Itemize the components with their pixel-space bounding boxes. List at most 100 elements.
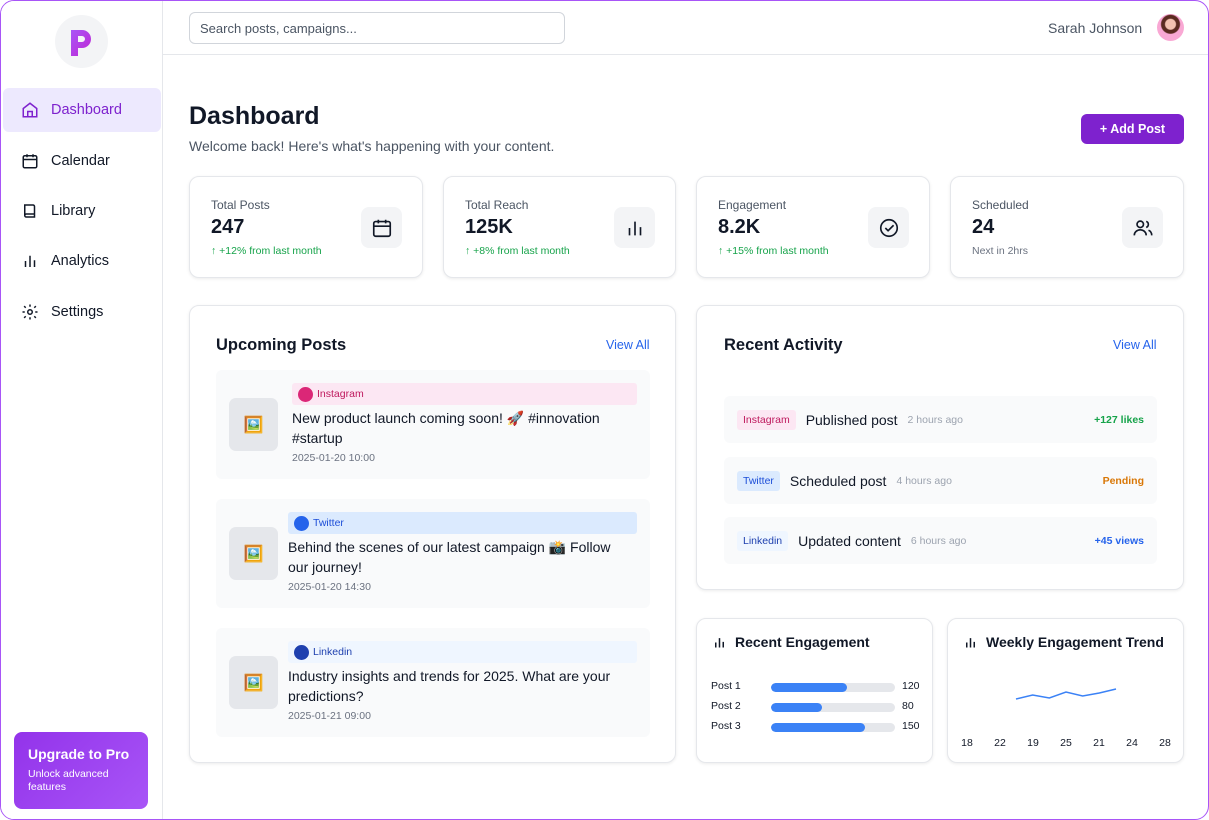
platform-tag: Instagram [292, 383, 637, 405]
top-bar: Sarah Johnson [163, 1, 1208, 55]
sidebar-item-library[interactable]: Library [3, 189, 161, 233]
platform-label: Linkedin [313, 646, 353, 658]
platform-badge: Instagram [737, 409, 796, 430]
bar-track [771, 723, 895, 732]
upgrade-card[interactable]: Upgrade to Pro Unlock advanced features [14, 732, 148, 809]
activity-time: 2 hours ago [907, 413, 963, 426]
x-tick-label: 28 [1159, 737, 1171, 749]
check-circle-icon [868, 207, 909, 248]
sidebar-item-label: Library [51, 203, 96, 219]
bar-chart-icon [715, 637, 724, 647]
bar-fill [771, 683, 847, 692]
bar-label: Post 2 [711, 700, 741, 712]
bar-chart-icon [614, 207, 655, 248]
sidebar-item-label: Analytics [51, 253, 110, 269]
app-logo[interactable] [55, 15, 108, 68]
sidebar-item-calendar[interactable]: Calendar [3, 139, 161, 183]
sidebar-item-label: Settings [51, 304, 104, 320]
card-title: Recent Engagement [712, 634, 870, 650]
stat-value: 125K [465, 216, 513, 238]
bar-track [771, 683, 895, 692]
gear-icon [22, 304, 38, 320]
bar-label: Post 3 [711, 720, 741, 732]
bar-value: 150 [902, 720, 920, 732]
platform-tag: Twitter [288, 512, 637, 534]
bar-value: 80 [902, 700, 914, 712]
page-title: Dashboard [189, 102, 320, 130]
sidebar-item-label: Dashboard [51, 102, 122, 118]
home-icon [22, 102, 38, 118]
platform-label: Twitter [313, 517, 344, 529]
image-icon: 🖼️ [229, 398, 278, 451]
bar-fill [771, 723, 866, 732]
twitter-icon [294, 515, 309, 531]
platform-tag: Linkedin [288, 641, 637, 663]
trend-line [1015, 688, 1117, 700]
sidebar-item-dashboard[interactable]: Dashboard [3, 88, 161, 132]
x-tick-label: 18 [961, 737, 973, 749]
image-icon: 🖼️ [229, 527, 278, 580]
post-date: 2025-01-20 10:00 [292, 452, 375, 464]
post-text: Behind the scenes of our latest campaign… [288, 539, 611, 575]
x-tick-label: 19 [1027, 737, 1039, 749]
book-icon [24, 204, 36, 218]
stat-label: Engagement [718, 198, 787, 212]
recent-engagement-card: Recent Engagement Post 1 120 Post 2 80 Post … [696, 618, 933, 763]
activity-result: +127 likes [1094, 413, 1144, 426]
x-tick-label: 22 [994, 737, 1006, 749]
bar-chart-icon [966, 637, 975, 647]
add-post-button[interactable]: + Add Post [1081, 114, 1184, 144]
stat-value: 247 [211, 216, 245, 238]
section-title: Recent Activity [724, 336, 843, 354]
bar-label: Post 1 [711, 680, 741, 692]
stat-card-total-posts: Total Posts 247 ↑ +12% from last month [189, 176, 423, 278]
sidebar-item-settings[interactable]: Settings [3, 290, 161, 334]
post-date: 2025-01-20 14:30 [288, 581, 371, 593]
post-date: 2025-01-21 09:00 [288, 710, 371, 722]
search-input[interactable] [189, 12, 565, 44]
instagram-icon [298, 386, 313, 402]
stat-card-scheduled: Scheduled 24 Next in 2hrs [950, 176, 1184, 278]
activity-action: Updated content [798, 532, 901, 549]
post-item[interactable]: 🖼️ Twitter Behind the scenes of our late… [216, 499, 650, 608]
stat-change: ↑ +15% from last month [718, 245, 829, 257]
page-subtitle: Welcome back! Here's what's happening wi… [189, 138, 555, 154]
sidebar-item-label: Calendar [51, 153, 110, 169]
activity-action: Scheduled post [789, 472, 887, 489]
stat-value: 8.2K [718, 216, 761, 238]
activity-item[interactable]: Instagram Published post 2 hours ago +12… [724, 396, 1157, 443]
bar-chart-icon [24, 255, 36, 267]
weekly-trend-card: Weekly Engagement Trend 18 22 19 25 21 24 28 [947, 618, 1184, 763]
post-item[interactable]: 🖼️ Linkedin Industry insights and trends… [216, 628, 650, 737]
activity-item[interactable]: Linkedin Updated content 6 hours ago +45… [724, 517, 1157, 564]
post-item[interactable]: 🖼️ Instagram New product launch coming s… [216, 370, 650, 479]
linkedin-icon [294, 644, 309, 660]
platform-badge: Twitter [737, 470, 780, 491]
calendar-icon [22, 154, 38, 169]
engagement-bar-row: Post 1 120 [711, 680, 931, 694]
activity-time: 6 hours ago [910, 534, 967, 547]
activity-action: Published post [805, 411, 898, 428]
stat-change: ↑ +12% from last month [211, 245, 322, 257]
stat-card-total-reach: Total Reach 125K ↑ +8% from last month [443, 176, 676, 278]
platform-badge: Linkedin [737, 530, 789, 551]
user-name[interactable]: Sarah Johnson [1048, 20, 1143, 36]
activity-result: Pending [1102, 474, 1144, 487]
activity-time: 4 hours ago [896, 474, 952, 487]
card-title: Weekly Engagement Trend [963, 634, 1164, 650]
sidebar-item-analytics[interactable]: Analytics [3, 239, 161, 283]
platform-label: Instagram [317, 388, 364, 400]
bar-track [771, 703, 895, 712]
stat-card-engagement: Engagement 8.2K ↑ +15% from last month [696, 176, 930, 278]
engagement-bar-row: Post 2 80 [711, 700, 931, 714]
trend-chart [1015, 688, 1117, 700]
bar-fill [771, 703, 822, 712]
view-all-link[interactable]: View All [606, 338, 650, 352]
activity-item[interactable]: Twitter Scheduled post 4 hours ago Pendi… [724, 457, 1157, 504]
avatar[interactable] [1157, 14, 1184, 41]
view-all-link[interactable]: View All [1113, 338, 1157, 352]
upgrade-subtitle: Unlock advanced features [28, 768, 109, 793]
x-tick-label: 24 [1126, 737, 1138, 749]
bar-value: 120 [902, 680, 920, 692]
